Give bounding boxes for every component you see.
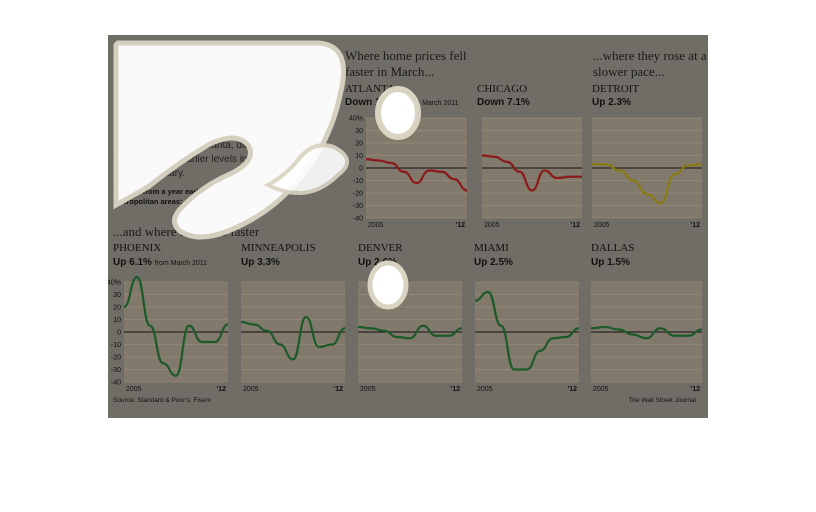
y-tick-label: -20 [111,355,121,362]
x-tick-label: 2005 [593,386,609,393]
city-label-denver: DENVER [358,242,403,254]
y-tick-label: -10 [353,178,363,185]
x-tick-label: '12 [456,222,466,229]
x-tick-label: '12 [217,386,227,393]
x-tick-label: 2005 [243,386,259,393]
city-label-detroit: DETROIT [592,83,640,95]
group-heading-slower: ...where they rose at a slower pace... [593,48,707,79]
y-tick-label: 20 [355,141,363,148]
series-line-miami [474,290,580,371]
series-line-phoenix [123,275,229,377]
infographic-title: Real Estate’s Uneven Recovery [113,48,326,65]
infographic: 2005 '12 40% 30 20 10 0 -10 -20 -30 -40 2005 '12 2005… [108,35,708,418]
x-tick-label: 2005 [368,222,384,229]
y-tick-label: -40 [111,380,121,387]
city-label-atlanta: ATLANTA [345,83,395,95]
x-tick-label: '12 [568,386,578,393]
y-tick-label: -20 [353,191,363,198]
change-label-denver: Up 2.6% [358,257,397,268]
source-note: Source: Standard & Poor's; Fiserv [113,397,212,404]
x-tick-label: '12 [451,386,461,393]
x-tick-label: 2005 [126,386,142,393]
x-tick-label: '12 [571,222,581,229]
x-tick-label: 2005 [477,386,493,393]
city-label-miami: MIAMI [474,242,509,254]
since-label-atlanta: from March 2011 [406,100,459,107]
y-tick-label: 0 [359,166,363,173]
series-line-minneapolis [240,315,346,361]
x-tick-label: '12 [691,222,701,229]
y-tick-label: 40% [349,116,363,123]
city-label-chicago: CHICAGO [477,83,528,95]
change-label-dallas: Up 1.5% [591,257,630,268]
publisher-credit: The Wall Street Journal [628,397,696,404]
y-tick-label: -30 [111,367,121,374]
chart-note: Change from a year earlier in home price… [113,187,299,206]
change-label-minneapolis: Up 3.3% [241,257,280,268]
change-label-detroit: Up 2.3% [592,97,631,108]
y-tick-label: 40% [108,280,121,287]
change-label-phoenix: Up 6.1% from March 2011 [113,257,208,268]
y-tick-label: 20 [113,305,121,312]
y-tick-label: 0 [117,330,121,337]
y-tick-label: 10 [113,317,121,324]
change-label-atlanta: Down 17.7% from March 2011 [345,97,459,108]
series-line-detroit [592,163,703,205]
y-tick-label: 30 [355,128,363,135]
city-label-minneapolis: MINNEAPOLIS [241,242,316,254]
x-tick-label: '12 [334,386,344,393]
series-line-dallas [590,325,703,340]
y-tick-label: -40 [353,216,363,223]
series-line-atlanta [365,158,468,192]
city-label-dallas: DALLAS [591,242,635,254]
x-tick-label: 2005 [484,222,500,229]
x-tick-label: '12 [691,386,701,393]
y-tick-label: 30 [113,292,121,299]
since-label-phoenix: from March 2011 [154,260,208,267]
group-heading-fell: Where home prices fell faster in March..… [345,48,467,79]
x-tick-label: 2005 [594,222,610,229]
intro-paragraph: In March, home prices improved from year… [113,69,332,180]
group-heading-faster: ...and where they rose faster [113,224,260,239]
y-tick-label: -30 [353,203,363,210]
x-tick-label: 2005 [360,386,376,393]
change-label-chicago: Down 7.1% [477,97,530,108]
series-line-chicago [481,154,582,192]
y-tick-label: 10 [355,153,363,160]
y-tick-label: -10 [111,342,121,349]
series-line-denver [357,324,463,340]
change-label-miami: Up 2.5% [474,257,513,268]
chart-panels: 2005 '12 40% 30 20 10 0 -10 -20 -30 -40 2005 '12 2005… [108,116,703,393]
city-label-phoenix: PHOENIX [113,242,162,254]
